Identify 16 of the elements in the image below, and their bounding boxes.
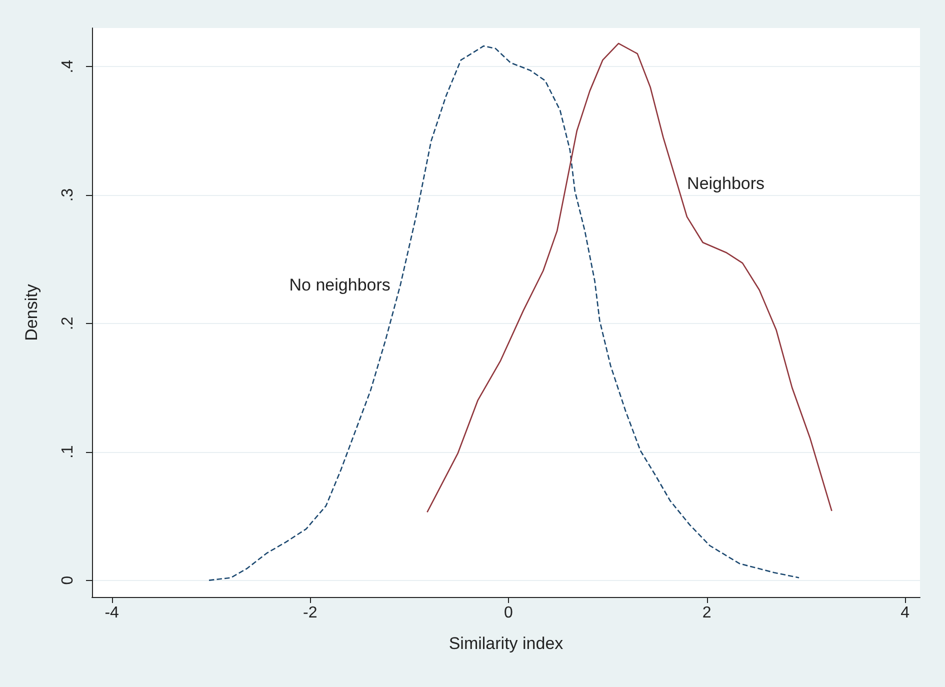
y-tick-label: .4	[60, 60, 76, 74]
y-tick-label: .3	[60, 188, 76, 202]
x-tick-label: -2	[303, 604, 318, 622]
x-tick-label: 0	[504, 604, 514, 622]
line-series	[426, 42, 832, 513]
y-tick-label: 0	[60, 576, 76, 585]
y-axis-title: Density	[22, 284, 41, 341]
series-label: Neighbors	[687, 174, 765, 193]
line-series	[208, 45, 800, 581]
x-tick-label: -4	[104, 604, 120, 622]
x-axis-title: Similarity index	[448, 634, 564, 653]
y-tick-label: .1	[60, 445, 76, 459]
y-tick-label: .2	[60, 316, 76, 330]
series-label: No neighbors	[289, 275, 390, 294]
x-tick-label: 2	[702, 604, 712, 622]
x-tick-label: 4	[900, 604, 910, 622]
